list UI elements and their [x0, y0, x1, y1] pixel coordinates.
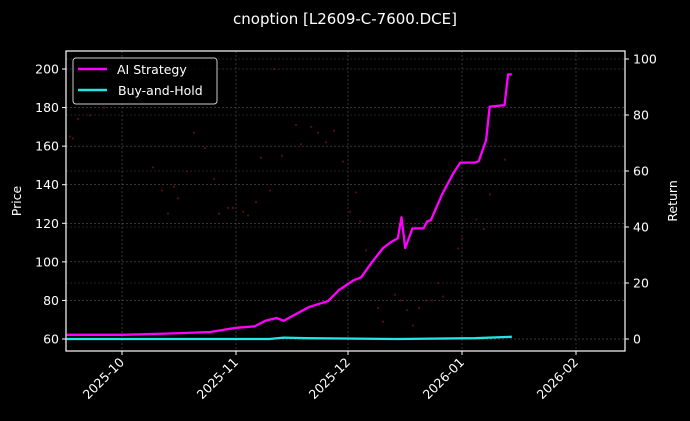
chart-title: cnoption [L2609-C-7600.DCE]	[233, 10, 457, 28]
price-point	[358, 220, 362, 223]
price-point	[460, 237, 464, 240]
left-tick-label: 200	[35, 62, 59, 77]
x-tick-label: 2025-10	[80, 354, 128, 402]
price-point	[160, 189, 164, 192]
price-point	[405, 308, 409, 312]
legend-label-buy-and-hold: Buy-and-Hold	[118, 83, 203, 98]
price-point	[185, 170, 189, 173]
left-tick-label: 80	[43, 293, 59, 308]
x-tick-label: 2026-01	[420, 355, 468, 403]
price-point	[474, 218, 478, 221]
price-point	[364, 249, 368, 252]
price-point	[341, 160, 345, 163]
plot-frame	[65, 50, 626, 352]
price-point	[316, 131, 320, 134]
price-point	[192, 131, 196, 134]
price-point	[324, 141, 328, 144]
price-point	[411, 324, 415, 327]
price-point	[348, 210, 352, 213]
legend-label-ai-strategy: AI Strategy	[117, 62, 187, 77]
price-point	[241, 210, 245, 213]
x-tick-label: 2025-12	[306, 355, 354, 403]
legend: AI Strategy Buy-and-Hold	[72, 57, 218, 105]
price-point	[212, 177, 216, 181]
price-point	[272, 67, 276, 71]
price-point	[217, 212, 221, 215]
price-point	[254, 200, 258, 204]
price-point	[176, 197, 180, 200]
price-point	[246, 214, 250, 217]
left-tick-label: 160	[35, 139, 59, 154]
left-tick-label: 180	[35, 100, 59, 115]
right-axis-title: Return	[665, 180, 680, 221]
left-axis-title: Price	[9, 185, 24, 216]
price-point	[436, 281, 440, 285]
price-point	[68, 135, 72, 138]
right-tick-label: 40	[633, 220, 649, 235]
price-point	[309, 125, 313, 128]
price-point	[393, 293, 397, 296]
price-point	[381, 320, 385, 323]
price-point	[299, 143, 303, 146]
price-point	[102, 106, 106, 109]
price-point	[488, 193, 492, 196]
right-tick-label: 20	[633, 276, 649, 291]
left-y-axis: 60 80 100 120 140 160 180 200	[35, 62, 66, 347]
price-point	[441, 295, 445, 298]
price-point	[503, 158, 507, 161]
left-tick-label: 100	[35, 254, 59, 269]
legend-box	[72, 57, 218, 105]
price-point	[376, 307, 380, 310]
price-point	[76, 118, 80, 121]
price-point	[166, 212, 170, 215]
x-axis: 2025-10 2025-11 2025-12 2026-01 2026-02	[80, 351, 582, 403]
left-tick-label: 140	[35, 177, 59, 192]
right-tick-label: 60	[633, 164, 649, 179]
left-tick-label: 60	[43, 332, 59, 347]
price-point	[430, 299, 434, 302]
series-line-buy-and-hold	[66, 335, 512, 341]
price-point	[172, 185, 176, 188]
right-tick-label: 100	[633, 52, 657, 67]
price-point	[280, 154, 284, 157]
left-tick-label: 120	[35, 216, 59, 231]
series-line-ai-strategy	[66, 73, 512, 336]
price-point	[354, 191, 358, 194]
scatter-points	[68, 67, 507, 327]
price-point	[231, 206, 235, 209]
price-point	[399, 299, 403, 302]
series-lines	[66, 73, 512, 341]
price-point	[151, 166, 155, 169]
price-point	[332, 129, 336, 132]
price-point	[417, 307, 421, 310]
x-tick-label: 2025-11	[194, 355, 242, 403]
price-point	[424, 299, 428, 302]
price-point	[268, 189, 272, 192]
right-tick-label: 0	[633, 332, 641, 347]
price-point	[294, 123, 298, 127]
price-point	[71, 137, 75, 140]
price-point	[203, 146, 207, 150]
right-y-axis: 0 20 40 60 80 100	[625, 52, 657, 347]
price-point	[456, 247, 460, 250]
price-point	[482, 227, 486, 231]
price-point	[259, 156, 263, 159]
price-point	[88, 114, 92, 117]
x-tick-label: 2026-02	[534, 355, 582, 403]
right-tick-label: 80	[633, 108, 649, 123]
price-point	[226, 206, 230, 209]
